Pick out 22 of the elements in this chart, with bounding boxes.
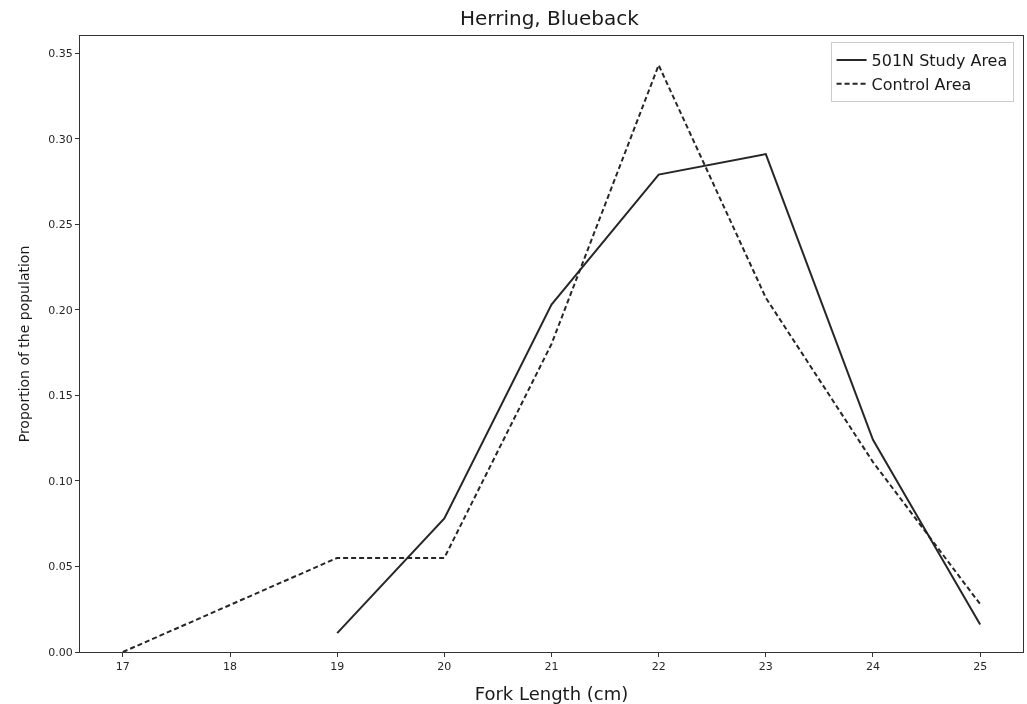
x-tick-label: 21 — [544, 660, 559, 674]
x-tick-label: 20 — [437, 660, 452, 674]
y-tick-label: 0.05 — [48, 560, 73, 574]
x-tick-label: 17 — [115, 660, 130, 674]
y-tick-label: 0.35 — [48, 46, 73, 60]
y-axis-title: Proportion of the population — [15, 245, 32, 443]
chart-title: Herring, Blueback — [460, 5, 640, 30]
legend-label: Control Area — [871, 75, 972, 95]
y-tick-label: 0.15 — [48, 389, 73, 403]
x-tick-label: 18 — [223, 660, 238, 674]
y-tick-label: 0.30 — [48, 132, 73, 146]
x-tick-label: 23 — [758, 660, 773, 674]
x-axis-title: Fork Length (cm) — [474, 683, 629, 704]
legend-label: 501N Study Area — [871, 51, 1008, 71]
x-tick-label: 25 — [973, 660, 988, 674]
y-tick-label: 0.10 — [48, 474, 73, 488]
x-tick-label: 22 — [651, 660, 666, 674]
x-tick-label: 19 — [330, 660, 345, 674]
y-tick-label: 0.25 — [48, 218, 73, 232]
y-tick-label: 0.20 — [48, 303, 73, 317]
y-tick-label: 0.00 — [48, 645, 73, 659]
x-tick-label: 24 — [865, 660, 880, 674]
